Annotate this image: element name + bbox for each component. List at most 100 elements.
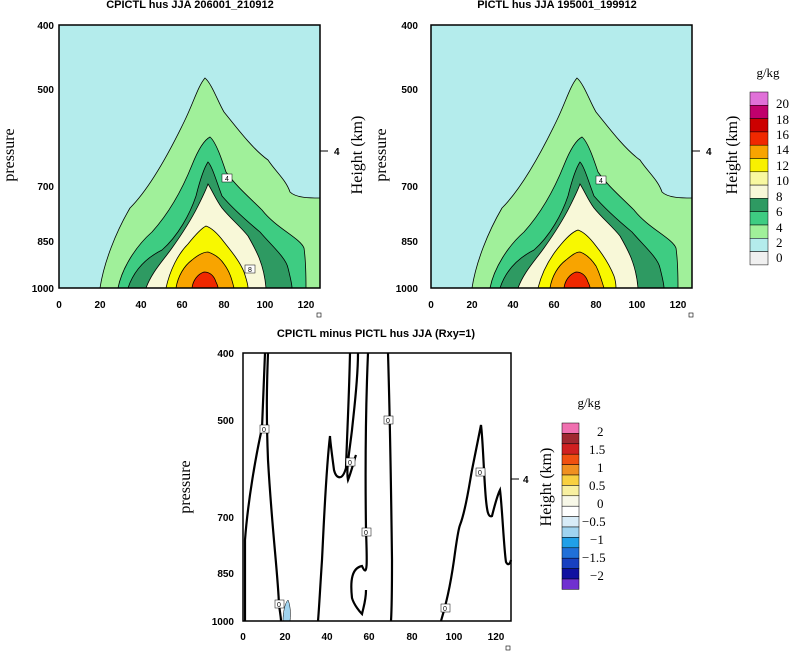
ytick-label: 850 [401, 237, 418, 248]
panel-3-title: CPICTL minus PICTL hus JJA (Rxy=1) [277, 328, 475, 340]
ytick-label: 700 [217, 513, 234, 524]
contour-label: 0 [274, 599, 285, 609]
panel-2-contour-label: 4 [595, 175, 607, 185]
colorbar-swatch [749, 118, 769, 133]
panel-2-fill-14-16 [563, 271, 591, 289]
colorbar-swatch [749, 224, 769, 239]
colorbar-swatch [561, 485, 580, 497]
colorbar-swatch [561, 443, 580, 455]
ytick-label: 1000 [396, 284, 419, 295]
svg-text:0: 0 [262, 427, 266, 434]
bottom-colorbar-labels: 2 1.5 1 0.5 0 −0.5 −1 −1.5 −2 [582, 424, 606, 583]
xtick-label: 40 [321, 632, 333, 643]
colorbar-swatch [561, 526, 580, 538]
xtick-label: 100 [629, 300, 646, 311]
colorbar-swatch [561, 578, 580, 590]
colorbar-label: 0 [776, 250, 783, 265]
xtick-label: 80 [590, 300, 602, 311]
panel-2-title: PICTL hus JJA 195001_199912 [477, 0, 637, 11]
colorbar-label: 14 [776, 142, 790, 157]
panel-3-zero-contours [243, 352, 513, 622]
panel-1-ylabel: pressure [1, 128, 18, 181]
xtick-label: 80 [218, 300, 230, 311]
colorbar-label: 2 [776, 235, 783, 250]
ytick-label: 700 [37, 182, 54, 193]
colorbar-label: 12 [776, 158, 789, 173]
panel-3-yticks: 400 500 700 850 1000 [212, 349, 235, 628]
contour-label: 0 [345, 457, 356, 467]
xtick-label: 0 [56, 300, 62, 311]
svg-text:0: 0 [386, 418, 390, 425]
panel-1-y2tick-label: 4 [334, 147, 340, 158]
colorbar-label: −0.5 [582, 514, 606, 529]
colorbar-swatch [749, 91, 769, 106]
colorbar-label: 20 [776, 96, 789, 111]
ytick-label: 700 [401, 182, 418, 193]
panel-3: CPICTL minus PICTL hus JJA (Rxy=1) 0 0 0… [177, 328, 606, 651]
colorbar-label: 4 [776, 220, 783, 235]
colorbar-label: −2 [590, 568, 604, 583]
colorbar-label: 1 [597, 460, 604, 475]
svg-text:4: 4 [225, 176, 229, 183]
ytick-label: 850 [37, 237, 54, 248]
bottom-colorbar-boxes [561, 422, 580, 590]
colorbar-swatch [561, 495, 580, 507]
panel-1-corner-marker [316, 312, 322, 318]
panel-2-frame [430, 24, 693, 289]
ytick-label: 400 [401, 21, 418, 32]
ytick-label: 500 [37, 85, 54, 96]
colorbar-swatch [749, 238, 769, 252]
colorbar-label: 0 [597, 496, 604, 511]
colorbar-swatch [749, 184, 769, 199]
colorbar-swatch [561, 557, 580, 569]
bottom-colorbar-units: g/kg [577, 395, 601, 410]
xtick-label: 40 [507, 300, 519, 311]
panel-3-plot: 0 0 0 0 0 0 0 [242, 352, 513, 622]
xtick-label: 40 [135, 300, 147, 311]
colorbar-swatch [749, 198, 769, 212]
xtick-label: 100 [257, 300, 274, 311]
svg-text:4: 4 [599, 178, 603, 185]
svg-text:8: 8 [248, 267, 252, 274]
xtick-label: 20 [466, 300, 478, 311]
colorbar-swatch [561, 433, 580, 445]
contour-label: 0 [361, 527, 372, 537]
panel-1-y2label: Height (km) [349, 116, 366, 195]
panel-2-y2label: Height (km) [724, 116, 741, 195]
contour-label: 0 [440, 603, 451, 613]
ytick-label: 500 [401, 85, 418, 96]
xtick-label: 60 [176, 300, 188, 311]
colorbar-swatch [749, 105, 769, 119]
xtick-label: 80 [406, 632, 418, 643]
colorbar-label: −1.5 [582, 550, 606, 565]
colorbar-swatch [561, 547, 580, 559]
panel-1-plot: 4 8 [58, 24, 321, 289]
panel-1-yticks: 400 500 700 850 1000 [32, 21, 55, 295]
top-colorbar-boxes [749, 91, 769, 266]
panel-3-xticks: 0 20 40 60 80 100 120 [240, 632, 505, 643]
panel-3-neg-patch [282, 599, 291, 622]
panel-3-y2tick-label: 4 [523, 475, 529, 486]
xtick-label: 120 [298, 300, 315, 311]
colorbar-swatch [561, 474, 580, 486]
panel-3-corner-marker [505, 645, 511, 651]
top-colorbar-units: g/kg [756, 65, 780, 80]
panel-2-y2tick-label: 4 [706, 147, 712, 158]
colorbar-swatch [561, 453, 580, 465]
top-colorbar-labels: 20 18 16 14 12 10 8 6 4 2 0 [776, 96, 790, 265]
colorbar-swatch [561, 516, 580, 528]
ytick-label: 400 [37, 21, 54, 32]
colorbar-label: 8 [776, 189, 783, 204]
xtick-label: 120 [488, 632, 505, 643]
contour-label: 0 [383, 415, 394, 425]
colorbar-swatch [561, 537, 580, 549]
colorbar-swatch [561, 505, 580, 517]
colorbar-swatch [749, 131, 769, 146]
svg-text:0: 0 [364, 530, 368, 537]
svg-text:0: 0 [277, 602, 281, 609]
panel-1-fill-14-16 [191, 271, 219, 289]
colorbar-label: 10 [776, 173, 789, 188]
panel-1-contour-label: 8 [244, 264, 256, 274]
colorbar-swatch [749, 251, 769, 266]
